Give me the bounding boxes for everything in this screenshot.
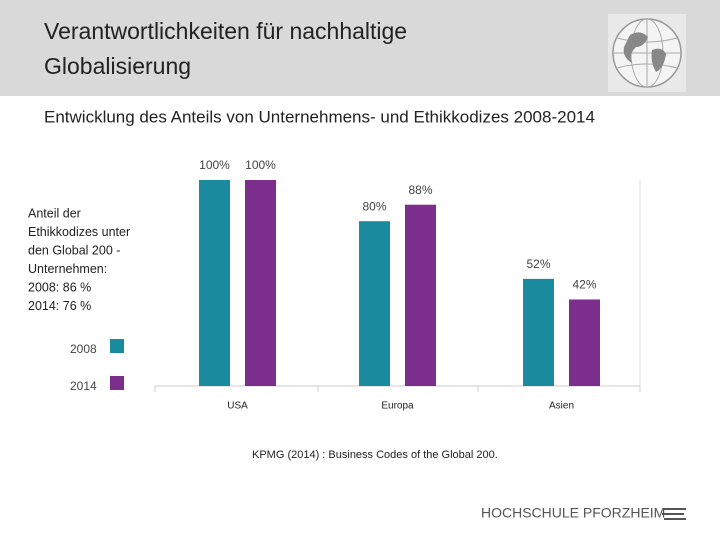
note-line: den Global 200 - [28, 243, 120, 257]
value-label: 80% [362, 199, 386, 213]
legend-label: 2008 [70, 342, 97, 356]
source: KPMG (2014) : Business Codes of the Glob… [252, 449, 498, 461]
bar [245, 180, 276, 386]
note: Anteil der Ethikkodizes unter den Global 2… [28, 206, 130, 313]
note-line: Ethikkodizes unter [28, 225, 130, 239]
footer-brand: HOCHSCHULE PFORZHEIM [481, 505, 665, 521]
title-line: Globalisierung [44, 53, 191, 79]
note-line: Unternehmen: [28, 262, 107, 276]
value-label: 100% [245, 158, 276, 172]
x-tick-label: Asien [549, 401, 574, 412]
bar [523, 278, 554, 386]
subtitle: Entwicklung des Anteils von Unternehmens… [44, 107, 595, 126]
value-label: 42% [572, 278, 596, 292]
value-label: 88% [408, 183, 432, 197]
x-tick-label: Europa [381, 401, 414, 412]
legend-swatch [110, 376, 124, 390]
header-band [0, 0, 720, 96]
bar [405, 204, 436, 386]
note-line: Anteil der [28, 206, 81, 220]
x-tick-label: USA [227, 401, 248, 412]
note-line: 2008: 86 % [28, 280, 91, 294]
title-line: Verantwortlichkeiten für nachhaltige [44, 18, 407, 44]
globe-icon [608, 14, 686, 92]
footer-logo [662, 508, 686, 520]
bar [199, 180, 230, 386]
value-label: 100% [199, 158, 230, 172]
legend-swatch [110, 339, 124, 353]
note-line: 2014: 76 % [28, 299, 91, 313]
bar [569, 299, 600, 386]
value-label: 52% [526, 257, 550, 271]
bar [359, 221, 390, 386]
legend-label: 2014 [70, 379, 97, 393]
